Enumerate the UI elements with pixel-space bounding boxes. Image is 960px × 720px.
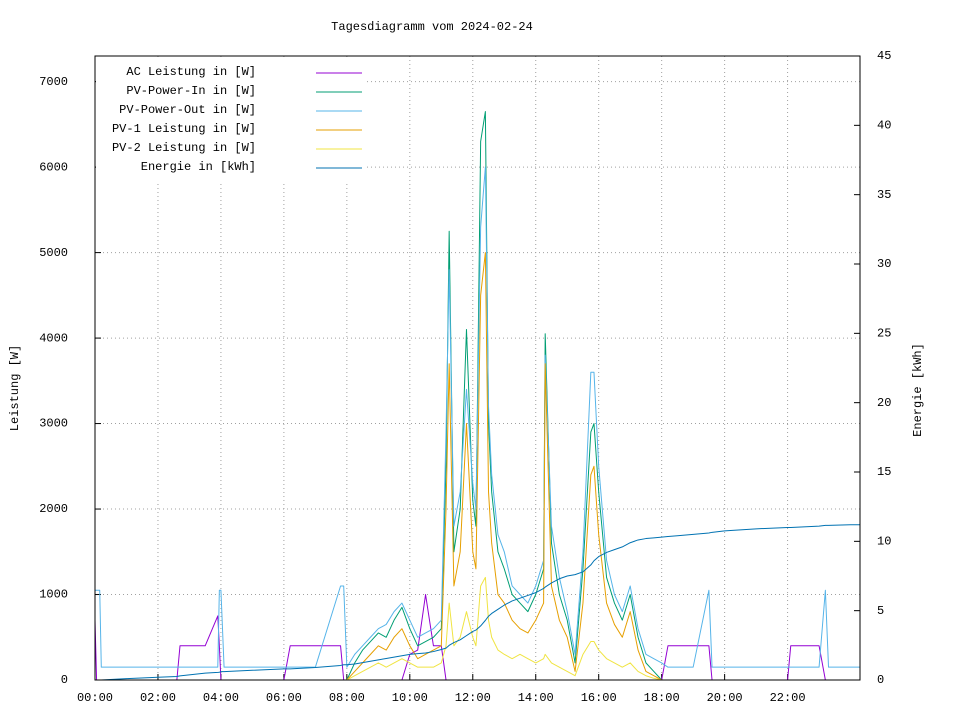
x-tick-label: 00:00 <box>77 691 113 705</box>
x-tick-label: 04:00 <box>203 691 239 705</box>
legend-label: PV-1 Leistung in [W] <box>112 122 256 136</box>
x-tick-label: 14:00 <box>518 691 554 705</box>
y-tick-label: 6000 <box>39 160 68 174</box>
y2-axis-label: Energie [kWh] <box>911 343 925 437</box>
y-tick-label: 4000 <box>39 331 68 345</box>
y2-tick-label: 0 <box>877 673 884 687</box>
x-tick-label: 12:00 <box>455 691 491 705</box>
y-tick-label: 3000 <box>39 417 68 431</box>
legend: AC Leistung in [W] PV-Power-In in [W] PV-P… <box>96 57 364 181</box>
y2-tick-label: 15 <box>877 465 891 479</box>
x-tick-label: 16:00 <box>581 691 617 705</box>
y2-tick-label: 20 <box>877 396 891 410</box>
x-tick-label: 08:00 <box>329 691 365 705</box>
chart-title: Tagesdiagramm vom 2024-02-24 <box>331 20 533 34</box>
y2-tick-label: 45 <box>877 49 891 63</box>
legend-box <box>96 57 364 181</box>
y-axis-label: Leistung [W] <box>8 345 22 431</box>
y2-tick-label: 25 <box>877 327 891 341</box>
legend-label: Energie in [kWh] <box>141 160 256 174</box>
legend-label: PV-2 Leistung in [W] <box>112 141 256 155</box>
y-tick-label: 1000 <box>39 588 68 602</box>
y-tick-label: 0 <box>61 673 68 687</box>
grid: 0 1000 2000 3000 4000 5000 6000 7000 0 5 10 15 20 25 3… <box>39 49 891 705</box>
x-tick-label: 22:00 <box>770 691 806 705</box>
plot-frame <box>94 55 861 681</box>
x-tick-label: 18:00 <box>644 691 680 705</box>
y-tick-label: 2000 <box>39 502 68 516</box>
x-tick-label: 02:00 <box>140 691 176 705</box>
y2-tick-label: 35 <box>877 188 891 202</box>
x-tick-label: 20:00 <box>707 691 743 705</box>
y2-tick-label: 30 <box>877 257 891 271</box>
y2-tick-label: 5 <box>877 604 884 618</box>
legend-label: PV-Power-In in [W] <box>126 84 256 98</box>
y2-tick-label: 10 <box>877 535 891 549</box>
series-line <box>95 166 860 668</box>
y-tick-label: 5000 <box>39 246 68 260</box>
x-tick-label: 06:00 <box>266 691 302 705</box>
legend-label: AC Leistung in [W] <box>126 65 256 79</box>
legend-label: PV-Power-Out in [W] <box>119 103 256 117</box>
y2-tick-label: 40 <box>877 119 891 133</box>
series-line <box>95 524 860 681</box>
y-tick-label: 7000 <box>39 75 68 89</box>
x-tick-label: 10:00 <box>392 691 428 705</box>
